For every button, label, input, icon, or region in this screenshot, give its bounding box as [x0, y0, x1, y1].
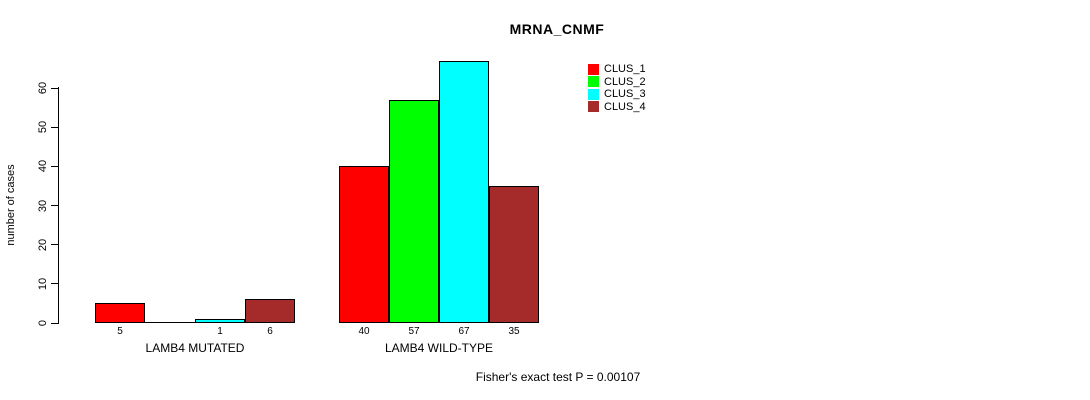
group-label: LAMB4 MUTATED: [145, 341, 245, 355]
y-axis-tick: [51, 283, 58, 285]
bar-clus_4: [489, 186, 539, 323]
y-axis-tick-label: 10: [37, 277, 49, 290]
y-axis-tick: [51, 322, 58, 324]
y-axis-tick: [51, 205, 58, 206]
y-axis-tick: [51, 126, 58, 128]
y-axis-tick-label: 30: [37, 199, 49, 212]
bar-value-label: 6: [267, 326, 273, 337]
legend-swatch-icon: [588, 76, 599, 88]
bar-value-label: 1: [217, 326, 223, 337]
fisher-test-annotation: Fisher's exact test P = 0.00107: [475, 370, 641, 384]
legend-swatch-icon: [588, 88, 599, 100]
legend-label: CLUS_1: [604, 63, 646, 75]
y-axis-tick-label: 50: [37, 121, 49, 134]
group-label: LAMB4 WILD-TYPE: [384, 341, 494, 355]
y-axis-tick-label: 20: [37, 238, 49, 251]
bar-value-label: 40: [358, 326, 370, 337]
chart-title: MRNA_CNMF: [509, 21, 605, 37]
legend-label: CLUS_4: [604, 100, 646, 113]
legend-label: CLUS_2: [604, 75, 646, 88]
bar-clus_1: [339, 166, 389, 323]
bar-value-label: 57: [408, 326, 420, 337]
y-axis-line: [58, 87, 59, 324]
bar-clus_3: [439, 61, 489, 323]
y-axis-tick: [51, 165, 58, 167]
bar-clus_4: [245, 299, 295, 323]
legend-swatch-icon: [588, 101, 599, 113]
bar-clus_3: [195, 319, 245, 323]
bar-value-label: 67: [458, 326, 470, 337]
legend-label: CLUS_3: [604, 88, 646, 101]
y-axis-tick-label: 0: [37, 319, 49, 327]
bar-value-label: 5: [117, 326, 123, 337]
y-axis-tick-label: 40: [37, 160, 49, 173]
y-axis-tick: [51, 244, 58, 246]
bar-value-label: 35: [508, 326, 520, 337]
legend-swatch-icon: [588, 63, 599, 75]
bar-clus_1: [95, 303, 145, 323]
bar-clus_2-zero: [145, 322, 195, 323]
bar-clus_2: [389, 100, 439, 323]
y-axis-tick-label: 60: [37, 81, 49, 95]
y-axis-tick: [51, 87, 58, 89]
